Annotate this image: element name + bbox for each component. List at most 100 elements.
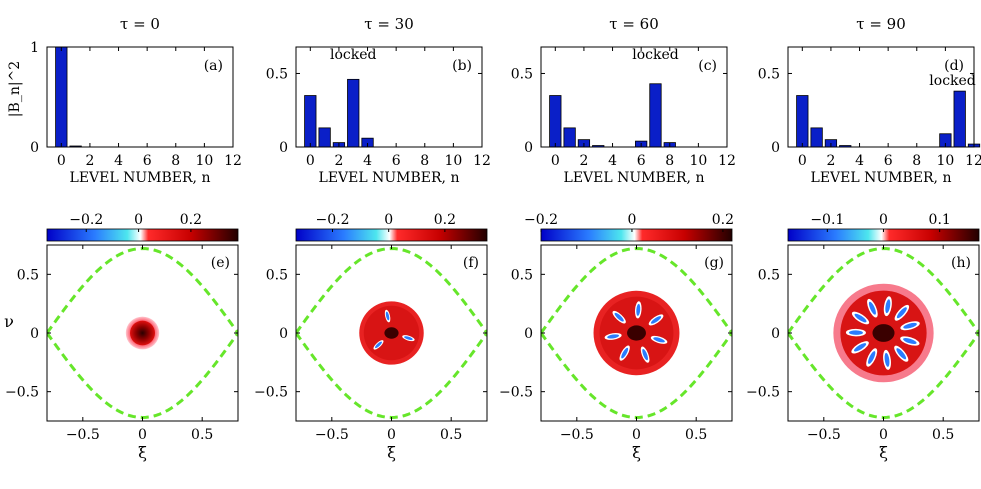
- plot-area: [541, 247, 732, 419]
- wigner-fringe-negative: [903, 322, 917, 329]
- x-tick-label: 12: [965, 153, 981, 169]
- x-tick-label: 12: [224, 153, 242, 169]
- y-tick-label: 0: [524, 140, 533, 156]
- bar: [304, 95, 317, 148]
- x-tick-label: 0.5: [440, 427, 462, 443]
- colorbar-tick-label: −0.2: [69, 212, 103, 228]
- bar: [318, 127, 331, 148]
- panel-label: (a): [204, 58, 223, 74]
- heatmap-panel-g: −0.2 0 0.2 −0.5 0 0.5 0.5 0 −0.5 (g) ξ: [499, 212, 734, 462]
- y-tick-label: −0.5: [5, 385, 39, 401]
- y-tick-label: 0.5: [758, 267, 780, 283]
- colorbar-tick-label: −0.1: [810, 212, 844, 228]
- colorbar-tick-label: 0: [384, 212, 393, 228]
- wigner-fringe-negative: [868, 301, 876, 315]
- y-tick-label: 0: [771, 140, 780, 156]
- wigner-fringe-negative: [896, 307, 907, 319]
- colorbar-tick-label: 0.2: [712, 212, 734, 228]
- y-tick-label: 0.5: [511, 267, 533, 283]
- bar-panel-c: τ = 60 0 2 4 6 8 10 12 0 0.5 (c) LEVEL NUMBER, n loc…: [511, 15, 736, 186]
- wigner-fringe-negative: [868, 351, 876, 364]
- x-tick-label: 8: [665, 153, 674, 169]
- x-tick-label: 0: [879, 427, 888, 443]
- annotation-locked: locked: [330, 47, 377, 63]
- x-tick-label: 10: [444, 153, 462, 169]
- colorbar-tick-label: −0.2: [316, 212, 350, 228]
- bar: [796, 95, 809, 148]
- wigner-core: [129, 320, 156, 346]
- heatmap-panel-e: −0.2 0 0.2 −0.5 0 0.5 0.5 0 −0.5 (e) ξ ν: [4, 212, 239, 462]
- colorbar-tick-label: −0.2: [524, 212, 558, 228]
- wigner-fringe-negative: [896, 348, 907, 360]
- x-tick-label: 4: [855, 153, 864, 169]
- x-tick-label: 4: [114, 153, 123, 169]
- axes-frame: [787, 46, 975, 148]
- bar-panel-b: τ = 30 0 2 4 6 8 10 12 0 0.5 (b) LEVEL NUMBER, n loc…: [266, 15, 491, 186]
- wigner-fringe-negative: [885, 299, 891, 314]
- wigner-core: [872, 324, 895, 342]
- x-axis-label: LEVEL NUMBER, n: [811, 170, 952, 186]
- bar-panel-a: τ = 0 0 2 4 6 8 10 12 0 1 (a) LEVEL NUMBER, n |B_n|^…: [7, 15, 242, 186]
- x-tick-label: 0: [57, 153, 66, 169]
- x-tick-label: 0: [138, 427, 147, 443]
- colorbar: [540, 228, 733, 242]
- y-tick-label: 0.5: [266, 66, 288, 82]
- axes-frame: [295, 46, 483, 148]
- wigner-fringe-negative: [903, 338, 917, 345]
- x-tick-label: 2: [334, 153, 343, 169]
- x-tick-label: 8: [420, 153, 429, 169]
- panel-label: (c): [698, 58, 717, 74]
- wigner-fringe-negative: [621, 347, 629, 359]
- x-axis-label: LEVEL NUMBER, n: [70, 170, 211, 186]
- colorbar-tick-label: 0.2: [434, 212, 456, 228]
- x-axis-label: LEVEL NUMBER, n: [564, 170, 705, 186]
- x-tick-label: 0: [387, 427, 396, 443]
- bar: [347, 78, 360, 148]
- annotation-locked: locked: [929, 73, 976, 89]
- heatmap-panel-f: −0.2 0 0.2 −0.5 0 0.5 0.5 0 −0.5 (f) ξ: [254, 212, 488, 462]
- bar: [953, 90, 966, 148]
- y-tick-label: 0: [30, 140, 39, 156]
- plot-area: [788, 247, 979, 419]
- x-tick-label: 0.5: [191, 427, 213, 443]
- x-tick-label: 0.5: [932, 427, 954, 443]
- bar: [55, 46, 68, 148]
- wigner-fringe-negative: [653, 337, 665, 343]
- x-tick-label: 10: [689, 153, 707, 169]
- y-tick-label: 0: [771, 326, 780, 342]
- annotation-locked: locked: [632, 47, 679, 63]
- x-tick-label: 8: [171, 153, 180, 169]
- y-tick-label: 1: [30, 40, 39, 56]
- x-tick-label: 0.5: [685, 427, 707, 443]
- wigner-core: [627, 325, 646, 341]
- x-tick-label: 6: [637, 153, 646, 169]
- bar-panel-d: τ = 90 0 2 4 6 8 10 12 0 0.5 (d) LEVEL NUMBER, n loc…: [758, 15, 981, 186]
- x-tick-label: −0.5: [560, 427, 594, 443]
- plot-area: [47, 247, 238, 419]
- wigner-fringe-negative: [854, 343, 867, 352]
- wigner-fringe-negative: [614, 312, 624, 322]
- panel-title: τ = 30: [364, 15, 414, 33]
- x-tick-label: 6: [143, 153, 152, 169]
- bar: [563, 127, 576, 148]
- x-tick-label: 12: [718, 153, 736, 169]
- x-tick-label: −0.5: [807, 427, 841, 443]
- panel-label: (h): [951, 255, 971, 271]
- panel-title: τ = 60: [609, 15, 659, 33]
- panel-label: (e): [211, 255, 230, 271]
- y-tick-label: 0: [30, 326, 39, 342]
- y-axis-label: |B_n|^2: [7, 61, 23, 117]
- y-tick-label: 0.5: [17, 267, 39, 283]
- axes-frame: [46, 46, 234, 148]
- colorbar: [295, 228, 488, 242]
- y-tick-label: 0.5: [511, 66, 533, 82]
- colorbar: [46, 228, 239, 242]
- colorbar-tick-label: 0: [134, 212, 143, 228]
- y-tick-label: −0.5: [499, 385, 533, 401]
- x-tick-label: 10: [936, 153, 954, 169]
- wigner-core: [384, 327, 399, 339]
- y-tick-label: −0.5: [254, 385, 288, 401]
- wigner-fringe-negative: [607, 334, 620, 339]
- axes-frame: [540, 46, 728, 148]
